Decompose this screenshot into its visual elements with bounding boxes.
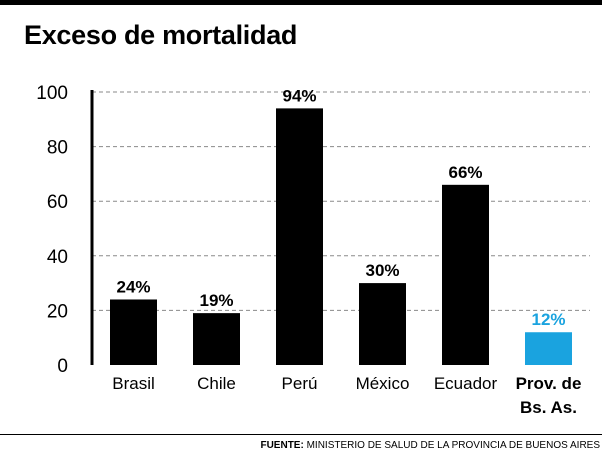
source-label: FUENTE: [260,440,304,451]
y-tick-label: 80 [47,138,68,159]
y-tick-label: 60 [47,192,68,213]
top-rule [0,0,602,5]
source-text: MINISTERIO DE SALUD DE LA PROVINCIA DE B… [303,440,600,451]
x-tick-label: Bs. As. [520,398,577,417]
bar-chart: 0 20 40 60 80 100 24% Brasil 19% Chile 94% Perú 30% M… [36,83,590,417]
data-label: 30% [365,261,399,280]
data-label: 19% [199,291,233,310]
y-tick-label: 40 [47,247,68,268]
data-label: 66% [448,163,482,182]
x-tick-label: México [356,374,410,393]
bar [442,184,489,365]
data-label: 12% [531,310,565,329]
data-label: 24% [116,277,150,296]
y-tick-label: 100 [36,83,68,104]
bar [193,313,240,365]
source-note: FUENTE: MINISTERIO DE SALUD DE LA PROVIN… [260,440,600,451]
bottom-rule [0,434,602,435]
y-tick-label: 0 [57,356,68,377]
bar [110,299,157,365]
x-tick-label: Brasil [112,374,155,393]
chart-title: Exceso de mortalidad [24,20,298,50]
bar [276,108,323,365]
bar [359,283,406,365]
x-tick-label: Ecuador [434,374,498,393]
data-label: 94% [282,86,316,105]
x-tick-label: Perú [282,374,318,393]
y-tick-label: 20 [47,301,68,322]
x-tick-label: Chile [197,374,236,393]
bar [525,332,572,365]
x-tick-label: Prov. de [516,374,582,393]
